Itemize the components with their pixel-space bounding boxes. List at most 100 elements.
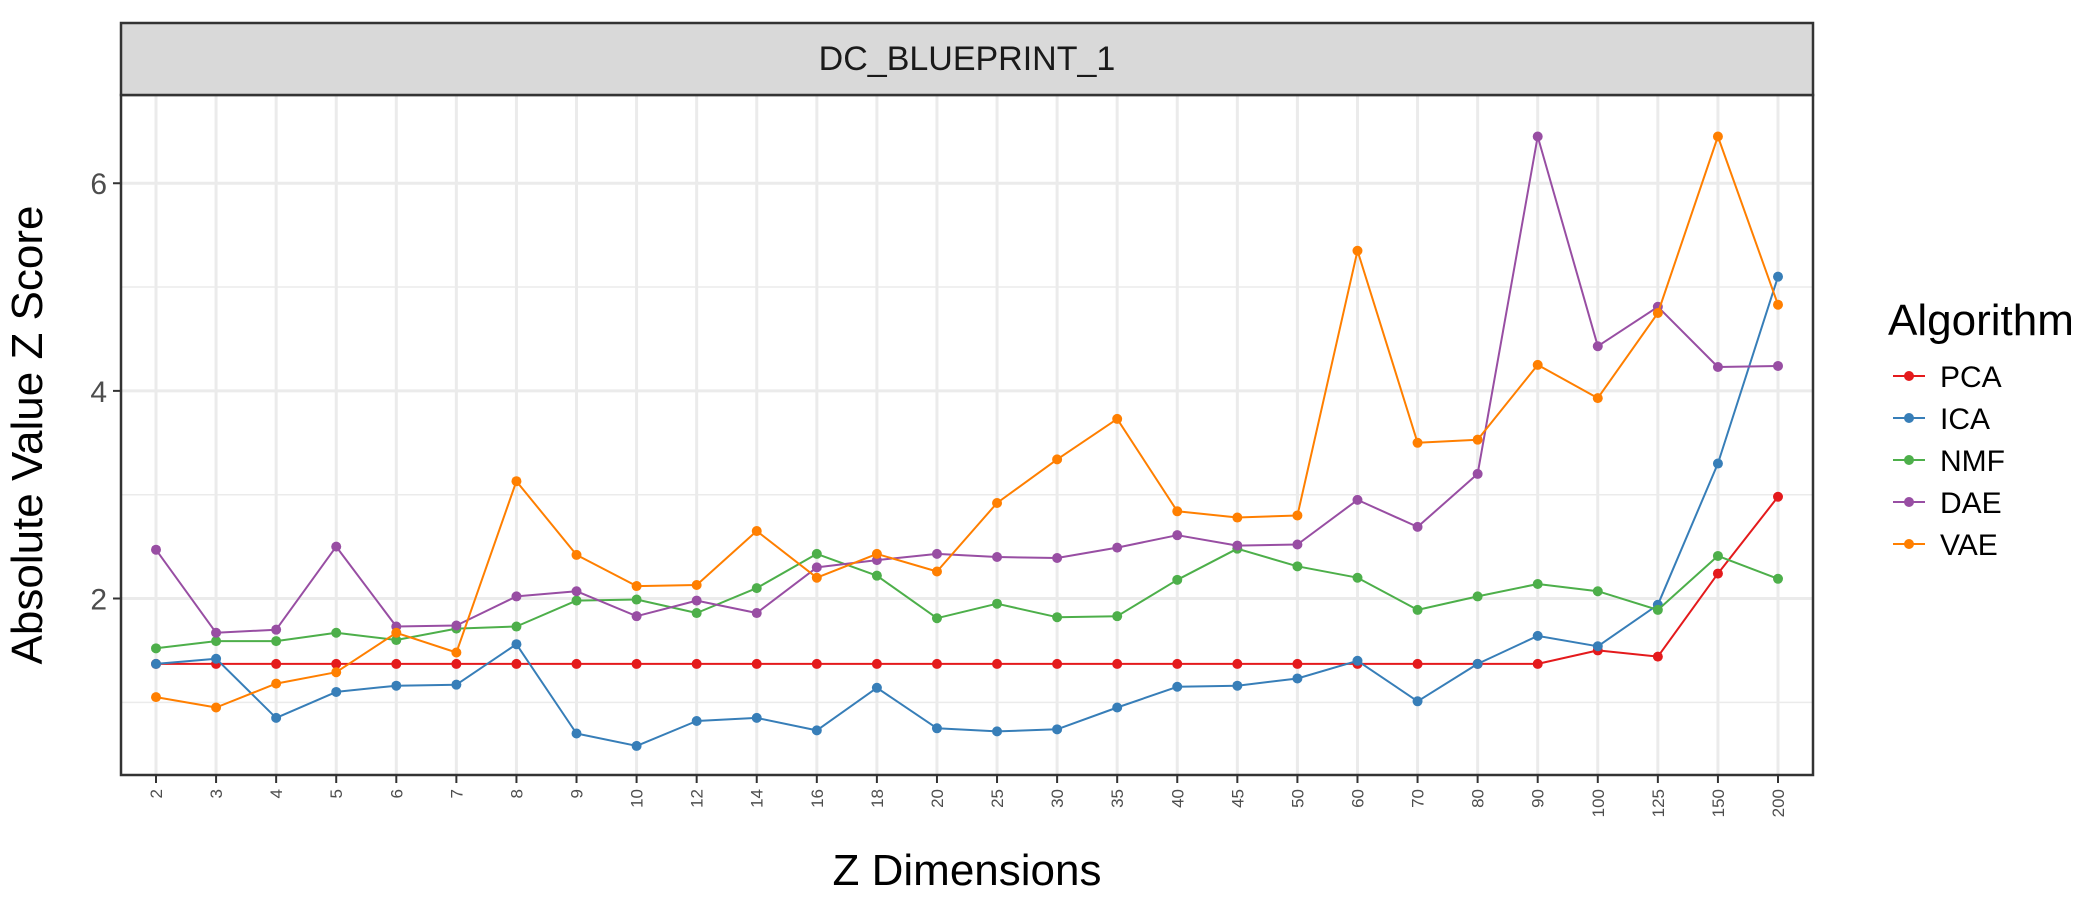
data-point-vae [1112, 413, 1123, 424]
legend-key-point [1904, 497, 1914, 507]
x-tick-label: 70 [1409, 789, 1428, 808]
data-point-ica [451, 679, 462, 690]
data-point-vae [1592, 393, 1603, 404]
data-point-dae [1412, 521, 1423, 532]
data-point-nmf [1112, 611, 1123, 622]
x-tick-label: 6 [387, 789, 406, 798]
legend-key-point [1904, 539, 1914, 549]
data-point-nmf [151, 643, 161, 654]
data-point-dae [931, 548, 942, 559]
data-point-pca [811, 658, 822, 669]
x-tick-label: 25 [988, 789, 1007, 808]
facet-strip [119, 21, 1815, 97]
data-point-pca [691, 658, 702, 669]
data-point-vae [1172, 506, 1183, 517]
data-point-vae [1292, 510, 1303, 521]
data-point-dae [691, 595, 702, 606]
data-point-ica [1773, 271, 1783, 282]
data-point-nmf [1292, 561, 1303, 572]
data-point-pca [871, 658, 882, 669]
data-point-vae [1773, 299, 1783, 310]
data-point-nmf [331, 627, 342, 638]
data-point-pca [631, 658, 642, 669]
data-point-vae [631, 581, 642, 592]
legend-item-pca: PCA [1893, 361, 2002, 394]
series-line-ica [155, 276, 1779, 747]
data-point-dae [331, 541, 342, 552]
legend-key-point [1904, 413, 1914, 423]
data-point-nmf [992, 598, 1003, 609]
data-point-nmf [1532, 578, 1543, 589]
series-group [151, 131, 1783, 751]
data-point-ica [1172, 681, 1183, 692]
x-tick-label: 50 [1288, 789, 1307, 808]
data-point-ica [331, 686, 342, 697]
data-point-nmf [391, 635, 402, 646]
data-point-ica [211, 653, 222, 664]
data-point-vae [691, 580, 702, 591]
data-point-nmf [271, 636, 282, 647]
legend-item-nmf: NMF [1893, 445, 2005, 478]
data-point-pca [1232, 658, 1243, 669]
data-point-nmf [211, 636, 222, 647]
series-nmf [151, 543, 1783, 654]
data-point-vae [211, 702, 222, 713]
data-point-dae [571, 586, 582, 597]
data-point-dae [451, 620, 462, 631]
data-point-nmf [571, 595, 582, 606]
x-tick-label: 2 [147, 789, 166, 798]
data-point-dae [1472, 468, 1483, 479]
data-point-ica [992, 726, 1003, 737]
data-point-vae [931, 566, 942, 577]
data-point-dae [511, 591, 522, 602]
x-tick-label: 45 [1228, 789, 1247, 808]
x-tick-label: 20 [928, 789, 947, 808]
data-point-vae [1712, 131, 1723, 142]
data-point-vae [511, 476, 522, 487]
data-point-pca [1532, 658, 1543, 669]
data-point-nmf [1712, 550, 1723, 561]
data-point-pca [391, 658, 402, 669]
data-point-ica [1112, 702, 1123, 713]
data-point-nmf [1352, 572, 1363, 583]
data-point-ica [511, 639, 522, 650]
data-point-nmf [631, 594, 642, 605]
data-point-pca [1172, 658, 1183, 669]
data-point-pca [331, 658, 342, 669]
data-point-nmf [1412, 604, 1423, 615]
data-point-dae [1532, 131, 1543, 142]
y-tick-label: 6 [90, 168, 107, 201]
data-point-ica [931, 723, 942, 734]
data-point-dae [1232, 540, 1243, 551]
data-point-dae [151, 544, 161, 555]
data-point-dae [1352, 494, 1363, 505]
data-point-ica [1412, 696, 1423, 707]
data-point-ica [811, 725, 822, 736]
data-point-vae [1052, 454, 1063, 465]
data-point-vae [1472, 434, 1483, 445]
data-point-dae [811, 562, 822, 573]
plot-panel [121, 95, 1813, 775]
x-tick-label: 8 [507, 789, 526, 798]
x-tick-label: 35 [1108, 789, 1127, 808]
data-point-vae [811, 572, 822, 583]
x-tick-label: 9 [568, 789, 587, 798]
series-line-nmf [155, 547, 1779, 650]
data-point-vae [331, 667, 342, 678]
data-point-dae [1292, 539, 1303, 550]
data-point-ica [871, 682, 882, 693]
x-tick-label: 16 [808, 789, 827, 808]
x-tick-label: 40 [1168, 789, 1187, 808]
data-point-dae [1172, 530, 1183, 541]
data-point-vae [1352, 245, 1363, 256]
x-tick-label: 18 [868, 789, 887, 808]
series-line-dae [155, 135, 1779, 634]
x-tick-label: 90 [1529, 789, 1548, 808]
series-line-vae [155, 135, 1779, 709]
data-point-vae [751, 526, 762, 537]
legend-key-point [1904, 455, 1914, 465]
x-tick-label: 125 [1649, 789, 1668, 817]
data-point-ica [1592, 641, 1603, 652]
x-tick-label: 200 [1769, 789, 1788, 817]
